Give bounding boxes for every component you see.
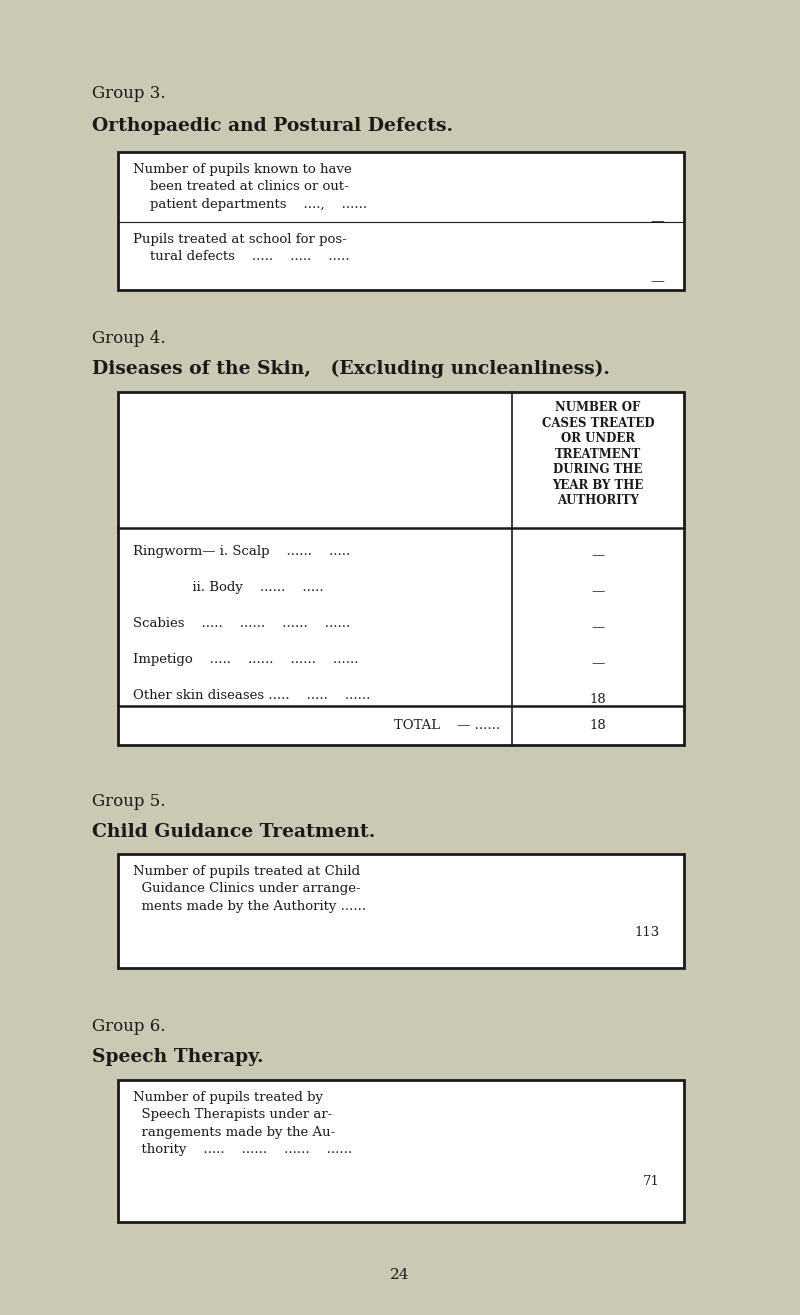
Text: —: — xyxy=(650,214,664,227)
Text: —: — xyxy=(650,275,664,288)
Text: Other skin diseases .....    .....    ......: Other skin diseases ..... ..... ...... xyxy=(133,689,370,702)
Text: Pupils treated at school for pos-
    tural defects    .....    .....    .....: Pupils treated at school for pos- tural … xyxy=(133,233,350,263)
Text: —: — xyxy=(591,585,605,598)
Text: —: — xyxy=(591,548,605,562)
Text: Group 5.: Group 5. xyxy=(92,793,166,810)
Text: Ringworm— i. Scalp    ......    .....: Ringworm— i. Scalp ...... ..... xyxy=(133,544,350,558)
Bar xyxy=(118,1080,684,1222)
Text: TOTAL    — ......: TOTAL — ...... xyxy=(394,719,500,732)
Text: Group 4.: Group 4. xyxy=(92,330,166,347)
Text: —: — xyxy=(591,621,605,634)
Text: NUMBER OF
CASES TREATED
OR UNDER
TREATMENT
DURING THE
YEAR BY THE
AUTHORITY: NUMBER OF CASES TREATED OR UNDER TREATME… xyxy=(542,401,654,508)
Text: 113: 113 xyxy=(634,926,660,939)
Text: Orthopaedic and Postural Defects.: Orthopaedic and Postural Defects. xyxy=(92,117,453,135)
Text: 71: 71 xyxy=(643,1174,660,1187)
Bar xyxy=(118,853,684,968)
Text: Impetigo    .....    ......    ......    ......: Impetigo ..... ...... ...... ...... xyxy=(133,654,358,665)
Bar xyxy=(118,392,684,746)
Text: ii. Body    ......    .....: ii. Body ...... ..... xyxy=(133,581,323,594)
Text: 18: 18 xyxy=(590,693,606,706)
Text: Number of pupils treated by
  Speech Therapists under ar-
  rangements made by t: Number of pupils treated by Speech Thera… xyxy=(133,1090,352,1156)
Text: —: — xyxy=(591,658,605,669)
Text: Speech Therapy.: Speech Therapy. xyxy=(92,1048,263,1066)
Text: 24: 24 xyxy=(390,1268,410,1282)
Text: Group 3.: Group 3. xyxy=(92,85,166,103)
Text: Number of pupils treated at Child
  Guidance Clinics under arrange-
  ments made: Number of pupils treated at Child Guidan… xyxy=(133,864,366,913)
Text: 18: 18 xyxy=(590,719,606,732)
Text: Number of pupils known to have
    been treated at clinics or out-
    patient d: Number of pupils known to have been trea… xyxy=(133,163,367,210)
Bar xyxy=(118,153,684,291)
Text: Scabies    .....    ......    ......    ......: Scabies ..... ...... ...... ...... xyxy=(133,617,350,630)
Text: Diseases of the Skin,   (Excluding uncleanliness).: Diseases of the Skin, (Excluding unclean… xyxy=(92,360,610,379)
Text: Group 6.: Group 6. xyxy=(92,1018,166,1035)
Text: Child Guidance Treatment.: Child Guidance Treatment. xyxy=(92,823,375,842)
